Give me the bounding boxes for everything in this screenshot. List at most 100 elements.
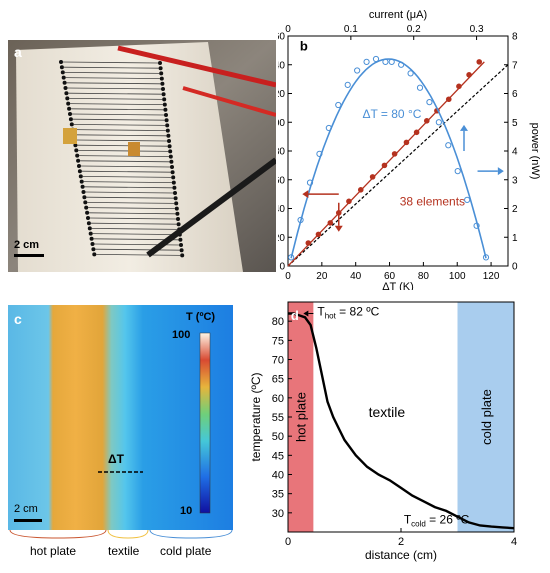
delta-t-label: ΔT [108,452,124,466]
thermoelectric-leg [72,118,165,121]
panel-c-region-hot-plate: hot plate [30,544,77,558]
thermoelectric-leg [86,196,174,199]
x-tick-label: 120 [483,271,500,282]
voltage-point [327,220,334,226]
leg-end-cold [171,175,176,180]
bracket-textile [107,530,149,539]
chart-d: 0 2 4 30 35 40 45 50 55 60 65 70 75 80 distance (cm) te… [249,301,517,562]
voltage-point [391,151,398,157]
power-point [382,58,389,65]
arrow-right-blue-head [497,167,504,176]
thermoelectric-leg [70,103,163,105]
y-tick-label: 55 [272,412,284,424]
leg-end-hot [60,70,65,75]
leg-end-hot [73,143,78,148]
x-axis-label: distance (cm) [365,548,437,562]
annotation-delta-t: ΔT = 80 °C [362,107,421,121]
temperature-profile-line [288,312,515,530]
scalebar-a [14,254,44,257]
panel-c-region-textile: textile [108,544,140,558]
voltage-point [403,139,410,146]
leg-end-hot [82,195,87,200]
colorbar-min-label: 10 [180,505,193,517]
leg-end-cold [174,206,179,211]
region-hot-plate [288,302,314,532]
power-point [354,67,361,74]
voltage-point [346,198,352,205]
panel-b-label: b [300,38,308,53]
leg-end-cold [165,128,170,133]
thermoelectric-leg [91,228,178,230]
thermoelectric-leg [79,155,169,157]
power-point [407,70,414,77]
thermoelectric-leg [77,144,168,147]
leg-end-hot [88,231,93,236]
y-tick-label: 40 [272,470,284,482]
power-point [435,119,442,126]
panel-d: 0 2 4 30 35 40 45 50 55 60 65 70 75 80 distance (cm) te… [249,296,550,568]
y2-tick-label: 7 [512,60,518,71]
thermoelectric-leg [80,165,171,168]
x-tick-label: 4 [511,536,517,548]
x-tick-label: 0 [285,271,291,282]
leg-end-cold [175,211,180,216]
leg-end-cold [180,253,185,258]
x-tick-label: 100 [449,271,466,282]
x2-tick-label: 0.3 [470,24,484,35]
leg-end-cold [162,97,167,102]
leg-end-hot [78,174,83,179]
scalebar-c [14,519,42,522]
region-textile [313,302,458,532]
black-probe [146,157,278,258]
power-point [325,124,332,132]
x2-tick-label: 0.1 [344,24,358,35]
leg-end-cold [162,102,167,107]
voltage-point [369,174,376,180]
hot-contact-pad [63,128,77,144]
leg-end-hot [91,247,96,252]
thermoelectric-leg [82,176,172,178]
leg-end-hot [65,96,70,101]
panel-c-label: c [14,311,22,327]
y2-tick-label: 1 [512,233,518,244]
leg-end-cold [173,196,178,201]
thermoelectric-leg [71,113,165,116]
chart-b: 0204060801001200204060801001201401600123… [265,9,541,293]
leg-end-cold [159,71,164,76]
thermoelectric-leg [87,202,175,204]
x-tick-label: 0 [285,536,291,548]
panel-a: a 2 cm [8,40,278,272]
y2-tick-label: 0 [512,262,518,273]
thermoelectric-leg [96,254,181,256]
leg-end-cold [174,201,179,206]
leg-end-hot [59,60,63,64]
power-point [316,150,323,157]
leg-end-cold [178,237,183,242]
y-tick-label: 120 [278,89,285,100]
leg-end-cold [168,154,173,159]
leg-end-hot [61,75,66,80]
panel-c: c T (ºC) 100 10 ΔT 2 cm [8,305,233,530]
leg-end-hot [84,205,89,210]
thermoelectric-leg [63,66,159,69]
leg-end-cold [165,123,170,128]
leg-end-hot [68,112,72,116]
x-tick-label: 60 [384,271,396,282]
y-tick-label: 65 [272,374,284,386]
y-tick-label: 35 [272,489,284,501]
leg-end-cold [170,165,174,169]
annotation-38-elements: 38 elements [400,195,465,209]
bracket-hot-plate [9,530,107,539]
leg-end-hot [69,122,74,127]
textile-fabric [16,42,243,272]
y2-tick-label: 5 [512,118,518,129]
y2-tick-label: 8 [512,32,518,43]
voltage-point [456,83,462,90]
thermoelectric-leg [74,129,166,131]
colorbar-title: T (ºC) [186,311,216,323]
thermoelectric-leg [71,108,164,111]
arrow-up-blue-head [460,124,468,131]
voltage-point [466,72,472,78]
leg-end-hot [68,117,73,122]
leg-end-cold [179,248,184,253]
